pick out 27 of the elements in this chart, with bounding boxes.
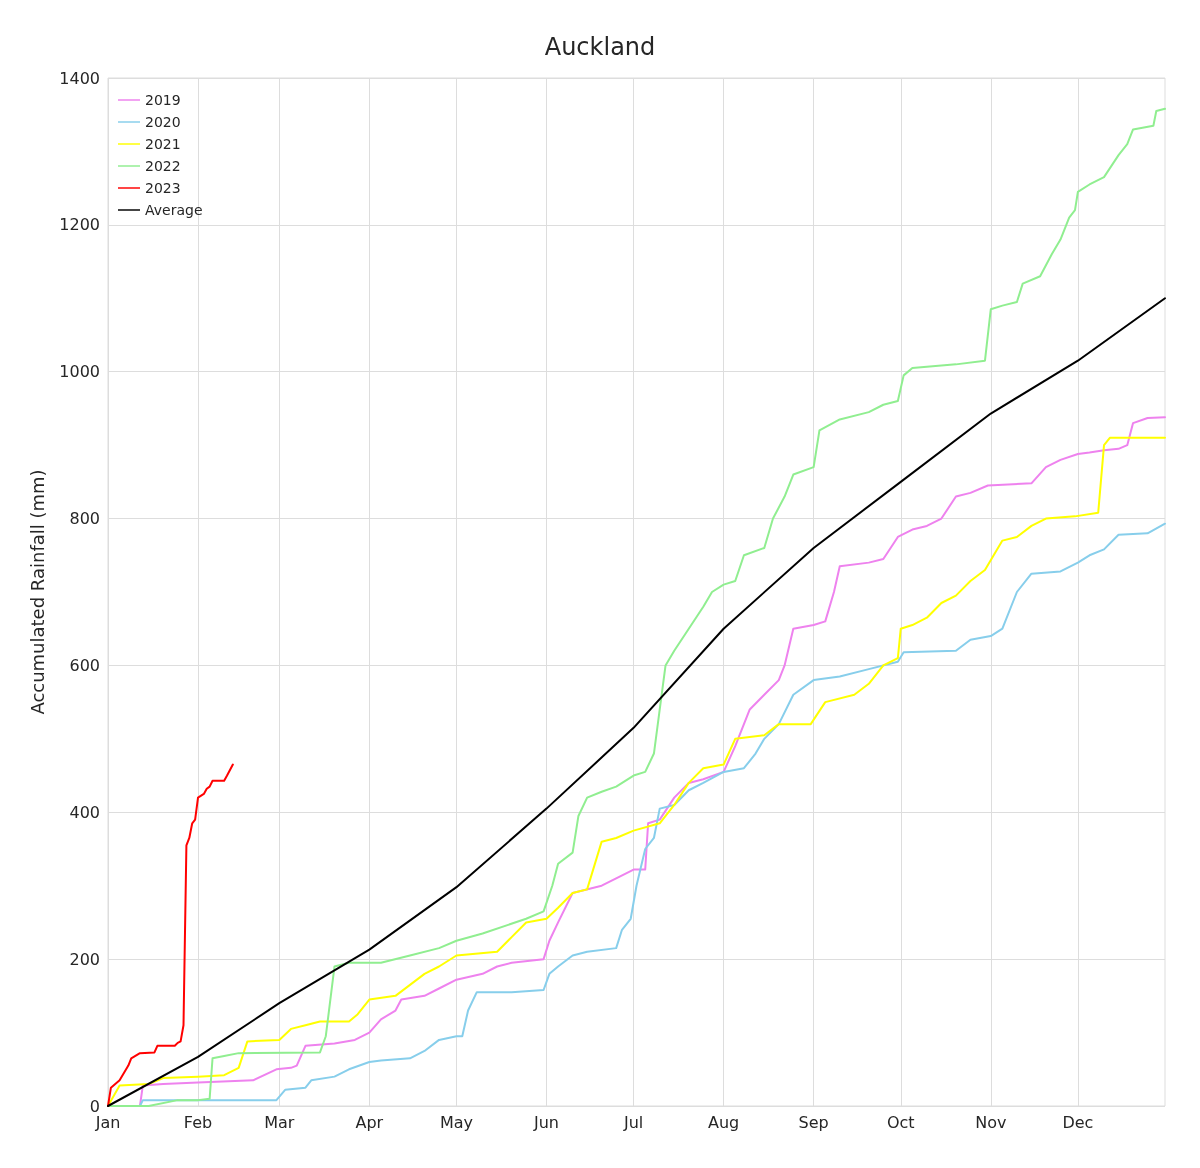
y-tick-label: 200 [69, 949, 100, 969]
x-tick-label: Jul [622, 1112, 644, 1132]
legend-label: 2019 [145, 92, 181, 108]
x-tick-label: Dec [1062, 1112, 1094, 1132]
y-tick-label: 400 [69, 802, 100, 822]
x-tick-label: Nov [975, 1112, 1007, 1132]
y-tick-label: 1000 [59, 362, 100, 382]
x-tick-label: Sep [798, 1112, 829, 1132]
chart-title: Auckland [544, 33, 656, 61]
y-tick-label: 600 [69, 655, 100, 675]
x-tick-label: May [439, 1112, 473, 1132]
line-series [107, 763, 234, 1107]
x-tick-label: Feb [183, 1112, 213, 1132]
x-tick-label: Aug [707, 1112, 740, 1132]
legend-label: 2022 [145, 158, 181, 174]
legend-label: 2021 [145, 136, 181, 152]
legend-label: 2020 [145, 114, 181, 130]
x-tick-label: Oct [886, 1112, 915, 1132]
y-tick-label: 800 [69, 509, 100, 529]
y-tick-label: 1200 [59, 215, 100, 235]
legend-label: Average [145, 202, 203, 218]
x-tick-label: Mar [264, 1112, 295, 1132]
y-axis-title: Accumulated Rainfall (mm) [26, 469, 48, 715]
legend-label: 2023 [145, 180, 181, 196]
x-tick-label: Jun [532, 1112, 559, 1132]
x-tick-label: Apr [355, 1112, 384, 1132]
y-tick-label: 1400 [59, 68, 100, 88]
